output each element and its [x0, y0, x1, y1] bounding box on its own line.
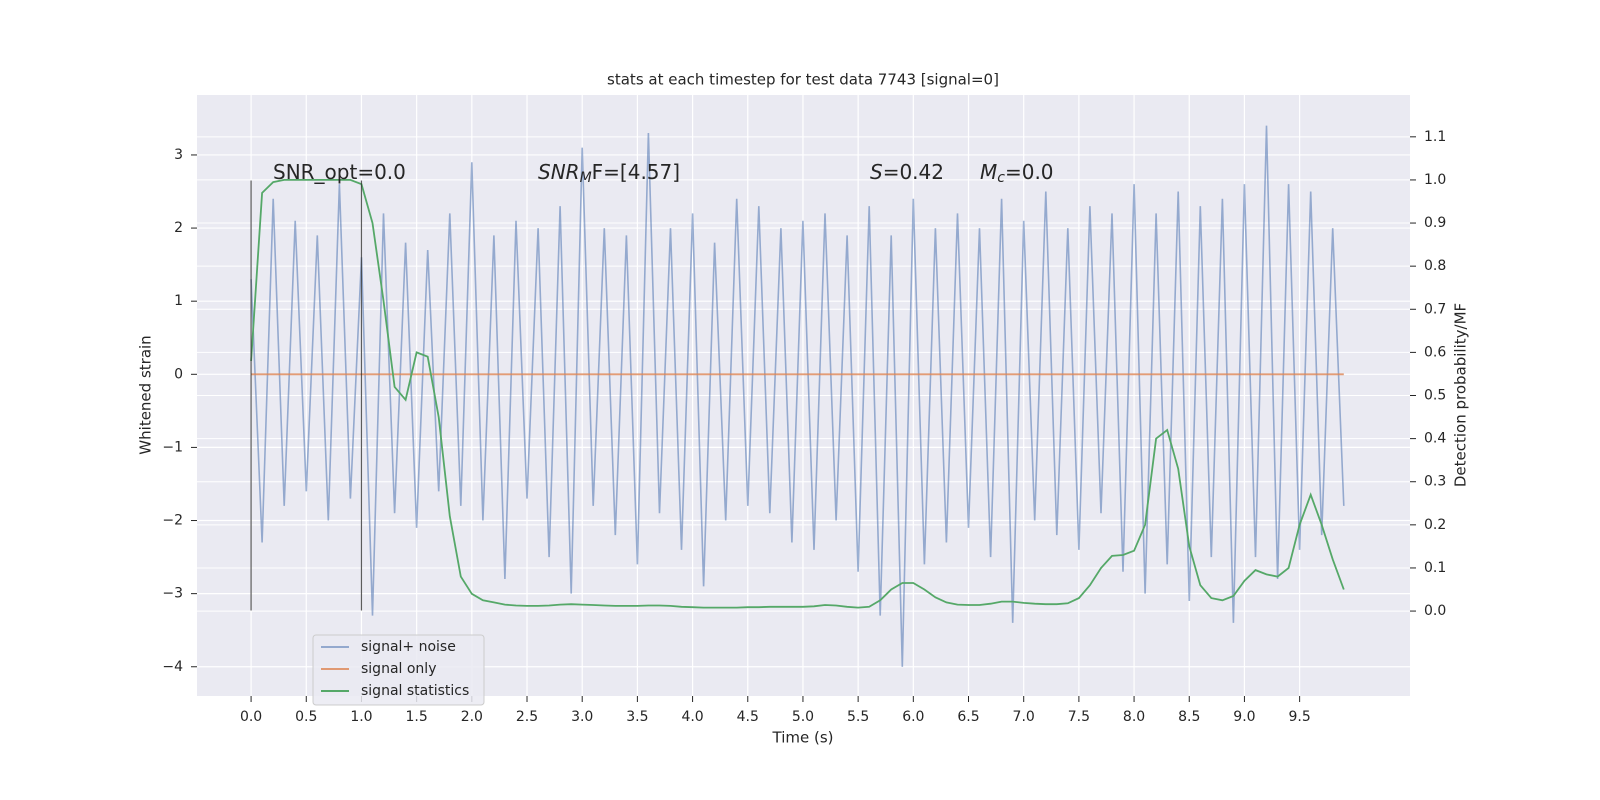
x-tick-label: 3.0	[571, 709, 593, 725]
annotation: Mc=0.0	[980, 160, 1054, 187]
y-tick-label: 1	[174, 293, 183, 309]
annotation: SNR_opt=0.0	[273, 160, 406, 184]
x-tick-label: 6.0	[902, 709, 924, 725]
chart-title: stats at each timestep for test data 774…	[607, 71, 999, 89]
y2-tick-label: 0.6	[1424, 344, 1446, 360]
legend-box	[312, 634, 485, 706]
x-tick-label: 4.0	[681, 709, 703, 725]
y-tick-label: −3	[162, 586, 183, 602]
annotation-text: F=[4.57]	[592, 160, 680, 184]
x-tick-label: 9.0	[1233, 709, 1255, 725]
x-tick-label: 7.0	[1013, 709, 1035, 725]
x-tick-label: 6.5	[957, 709, 979, 725]
legend-label: signal statistics	[361, 683, 469, 699]
annotation-italic: S	[870, 160, 883, 184]
x-tick-label: 1.5	[406, 709, 428, 725]
x-tick-label: 4.5	[737, 709, 759, 725]
annotation-subscript: c	[997, 170, 1005, 186]
y2-tick-label: 0.8	[1424, 258, 1446, 274]
y2-tick-label: 1.0	[1424, 172, 1446, 188]
y2-axis-label: Detection probability/MF	[1452, 303, 1470, 487]
y2-tick-label: 0.7	[1424, 301, 1446, 317]
x-tick-label: 1.0	[350, 709, 372, 725]
y2-tick-label: 0.1	[1424, 560, 1446, 576]
annotation: S=0.42	[870, 160, 944, 184]
y-tick-label: 2	[174, 220, 183, 236]
series-line	[250, 125, 1345, 667]
y-tick-label: 3	[174, 147, 183, 163]
x-tick-label: 2.0	[461, 709, 483, 725]
annotation-italic: M	[980, 160, 997, 184]
annotation-subscript: M	[580, 170, 592, 186]
x-tick-label: 5.0	[792, 709, 814, 725]
y2-tick-label: 1.1	[1424, 129, 1446, 145]
legend-label: signal only	[361, 661, 436, 677]
x-tick-label: 5.5	[847, 709, 869, 725]
series-line	[250, 179, 1345, 609]
y-tick-label: −1	[162, 439, 183, 455]
y2-tick-label: 0.4	[1424, 431, 1446, 447]
annotation: SNRMF=[4.57]	[538, 160, 680, 187]
legend-label: signal+ noise	[361, 639, 456, 655]
y-tick-label: −4	[162, 659, 183, 675]
y-tick-label: 0	[174, 366, 183, 382]
y-tick-label: −2	[162, 513, 183, 529]
y2-tick-label: 0.2	[1424, 517, 1446, 533]
y2-tick-label: 0.3	[1424, 474, 1446, 490]
annotation-italic: SNR	[538, 160, 580, 184]
x-tick-label: 0.5	[295, 709, 317, 725]
x-tick-label: 7.5	[1068, 709, 1090, 725]
x-tick-label: 9.5	[1288, 709, 1310, 725]
x-axis-label: Time (s)	[772, 729, 834, 747]
y-axis-label: Whitened strain	[137, 335, 155, 454]
y2-tick-label: 0.0	[1424, 603, 1446, 619]
annotation-text: SNR_opt=0.0	[273, 160, 406, 184]
x-tick-label: 3.5	[626, 709, 648, 725]
y2-tick-label: 0.9	[1424, 215, 1446, 231]
annotation-text: =0.42	[883, 160, 944, 184]
annotation-text: =0.0	[1005, 160, 1054, 184]
x-tick-label: 8.5	[1178, 709, 1200, 725]
x-tick-label: 8.0	[1123, 709, 1145, 725]
x-tick-label: 0.0	[240, 709, 262, 725]
x-tick-label: 2.5	[516, 709, 538, 725]
y2-tick-label: 0.5	[1424, 388, 1446, 404]
